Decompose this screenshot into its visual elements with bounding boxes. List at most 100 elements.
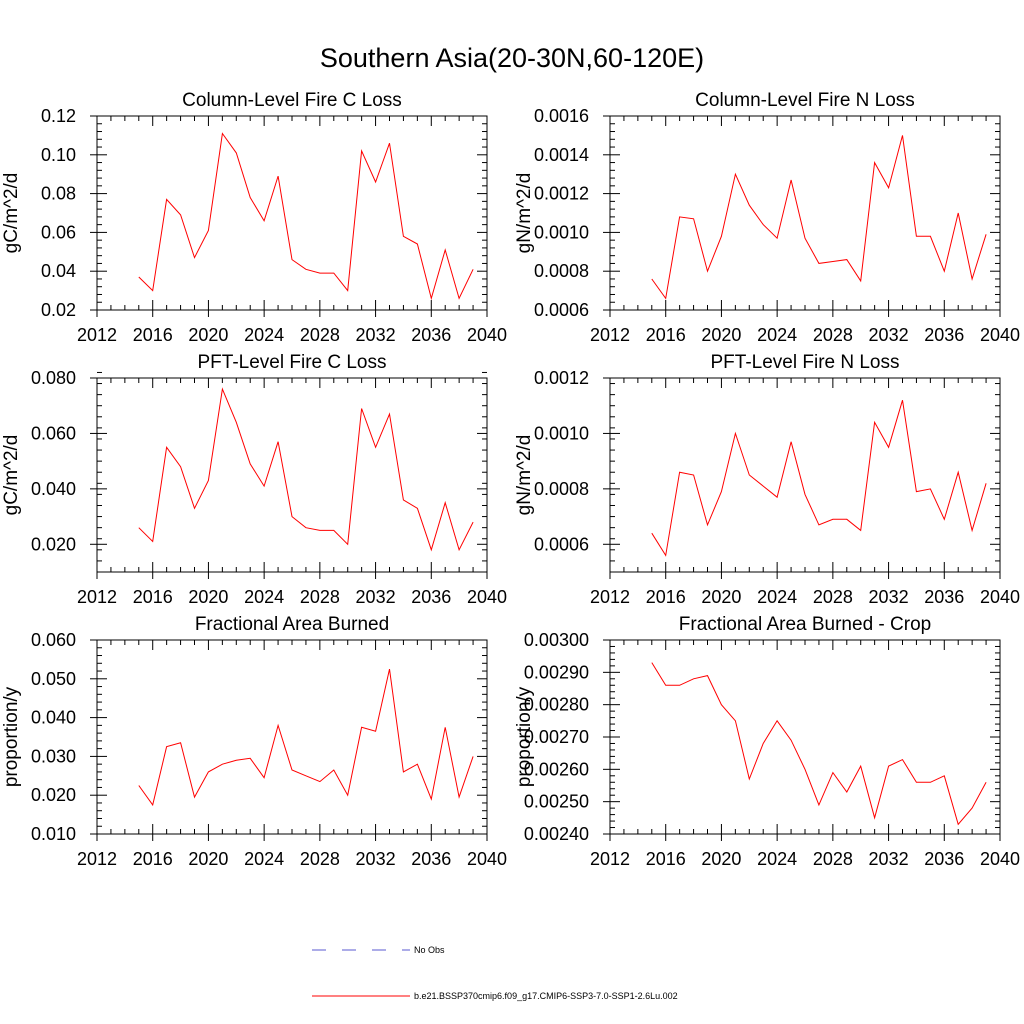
x-tick-label: 2036: [411, 325, 451, 345]
panel-grid: Column-Level Fire C Loss 2012 2016 2020 2024…: [1, 90, 1020, 869]
x-tick-label: 2040: [467, 587, 507, 607]
x-tick-label: 2012: [590, 587, 630, 607]
plot-frame: [96, 639, 488, 835]
plot-frame: [609, 639, 1001, 835]
y-tick-label: 0.0008: [534, 479, 589, 499]
x-tick-label: 2020: [188, 587, 228, 607]
y-tick-label: 0.06: [41, 222, 76, 242]
x-tick-label: 2036: [924, 849, 964, 869]
x-tick-label: 2036: [924, 587, 964, 607]
y-tick-label: 0.12: [41, 106, 76, 126]
y-axis-label: gN/m^2/d: [514, 435, 535, 516]
chart-panel: PFT-Level Fire N Loss 2012 2016 2020 2024 202…: [514, 352, 1020, 607]
y-tick-label: 0.060: [31, 630, 76, 650]
x-tick-label: 2016: [133, 587, 173, 607]
panel-title: Fractional Area Burned - Crop: [679, 614, 931, 635]
x-tick-label: 2012: [590, 325, 630, 345]
x-tick-label: 2040: [467, 325, 507, 345]
x-tick-label: 2032: [869, 849, 909, 869]
x-tick-label: 2024: [757, 587, 797, 607]
y-axis-label: proportion/y: [1, 686, 22, 787]
x-tick-label: 2036: [924, 325, 964, 345]
series-line: [651, 400, 987, 557]
series-line: [138, 387, 474, 552]
y-tick-label: 0.060: [31, 423, 76, 443]
x-tick-label: 2016: [646, 587, 686, 607]
series-line: [651, 662, 987, 826]
x-tick-label: 2028: [813, 849, 853, 869]
y-tick-label: 0.0010: [534, 423, 589, 443]
x-tick-label: 2028: [300, 849, 340, 869]
x-tick-label: 2020: [188, 325, 228, 345]
x-tick-label: 2040: [980, 849, 1020, 869]
x-tick-label: 2040: [467, 849, 507, 869]
x-tick-label: 2016: [133, 849, 173, 869]
x-tick-label: 2032: [869, 325, 909, 345]
chart-panel: PFT-Level Fire C Loss 2012 2016 2020 2024 202…: [1, 352, 507, 607]
y-tick-label: 0.02: [41, 300, 76, 320]
y-tick-label: 0.0006: [534, 300, 589, 320]
y-tick-label: 0.00250: [524, 792, 589, 812]
x-tick-label: 2028: [300, 325, 340, 345]
x-tick-label: 2036: [411, 849, 451, 869]
series-line: [651, 135, 987, 300]
plot-frame: [96, 115, 488, 311]
y-tick-label: 0.10: [41, 145, 76, 165]
x-tick-label: 2012: [590, 849, 630, 869]
legend-model-label: b.e21.BSSP370cmip6.f09_g17.CMIP6-SSP3-7.…: [414, 991, 678, 1001]
y-tick-label: 0.0010: [534, 222, 589, 242]
y-tick-label: 0.04: [41, 261, 76, 281]
x-tick-label: 2016: [646, 325, 686, 345]
x-tick-label: 2028: [813, 587, 853, 607]
x-tick-label: 2032: [356, 849, 396, 869]
panel-title: PFT-Level Fire C Loss: [198, 352, 387, 373]
y-tick-label: 0.00290: [524, 662, 589, 682]
plot-frame: [609, 377, 1001, 573]
y-axis-label: proportion/y: [514, 686, 535, 787]
x-tick-label: 2012: [77, 587, 117, 607]
y-tick-label: 0.0006: [534, 534, 589, 554]
x-tick-label: 2020: [701, 849, 741, 869]
x-tick-label: 2024: [244, 325, 284, 345]
y-tick-label: 0.020: [31, 534, 76, 554]
y-tick-label: 0.0016: [534, 106, 589, 126]
legend: No Obs b.e21.BSSP370cmip6.f09_g17.CMIP6-…: [312, 945, 678, 1001]
y-tick-label: 0.0008: [534, 261, 589, 281]
panel-title: PFT-Level Fire N Loss: [711, 352, 900, 373]
x-tick-label: 2036: [411, 587, 451, 607]
y-tick-label: 0.0012: [534, 368, 589, 388]
chart-panel: Column-Level Fire C Loss 2012 2016 2020 2024…: [1, 90, 507, 345]
x-tick-label: 2024: [244, 849, 284, 869]
y-axis-label: gC/m^2/d: [1, 435, 22, 516]
x-tick-label: 2028: [300, 587, 340, 607]
y-tick-label: 0.0012: [534, 184, 589, 204]
y-tick-label: 0.00300: [524, 630, 589, 650]
x-tick-label: 2024: [244, 587, 284, 607]
x-tick-label: 2040: [980, 325, 1020, 345]
x-tick-label: 2016: [133, 325, 173, 345]
y-tick-label: 0.020: [31, 785, 76, 805]
y-tick-label: 0.00240: [524, 824, 589, 844]
y-tick-label: 0.040: [31, 708, 76, 728]
legend-obs-label: No Obs: [414, 945, 445, 955]
panel-title: Column-Level Fire C Loss: [182, 90, 402, 111]
y-tick-label: 0.050: [31, 669, 76, 689]
y-tick-label: 0.08: [41, 184, 76, 204]
y-tick-label: 0.080: [31, 368, 76, 388]
series-line: [138, 132, 474, 301]
x-tick-label: 2032: [869, 587, 909, 607]
y-axis-label: gN/m^2/d: [514, 173, 535, 254]
y-tick-label: 0.040: [31, 479, 76, 499]
x-tick-label: 2016: [646, 849, 686, 869]
y-axis-label: gC/m^2/d: [1, 173, 22, 254]
x-tick-label: 2024: [757, 325, 797, 345]
x-tick-label: 2012: [77, 325, 117, 345]
x-tick-label: 2020: [701, 325, 741, 345]
y-tick-label: 0.010: [31, 824, 76, 844]
chart-panel: Column-Level Fire N Loss 2012 2016 2020 2024…: [514, 90, 1020, 345]
x-tick-label: 2032: [356, 325, 396, 345]
x-tick-label: 2024: [757, 849, 797, 869]
x-tick-label: 2020: [701, 587, 741, 607]
x-tick-label: 2032: [356, 587, 396, 607]
